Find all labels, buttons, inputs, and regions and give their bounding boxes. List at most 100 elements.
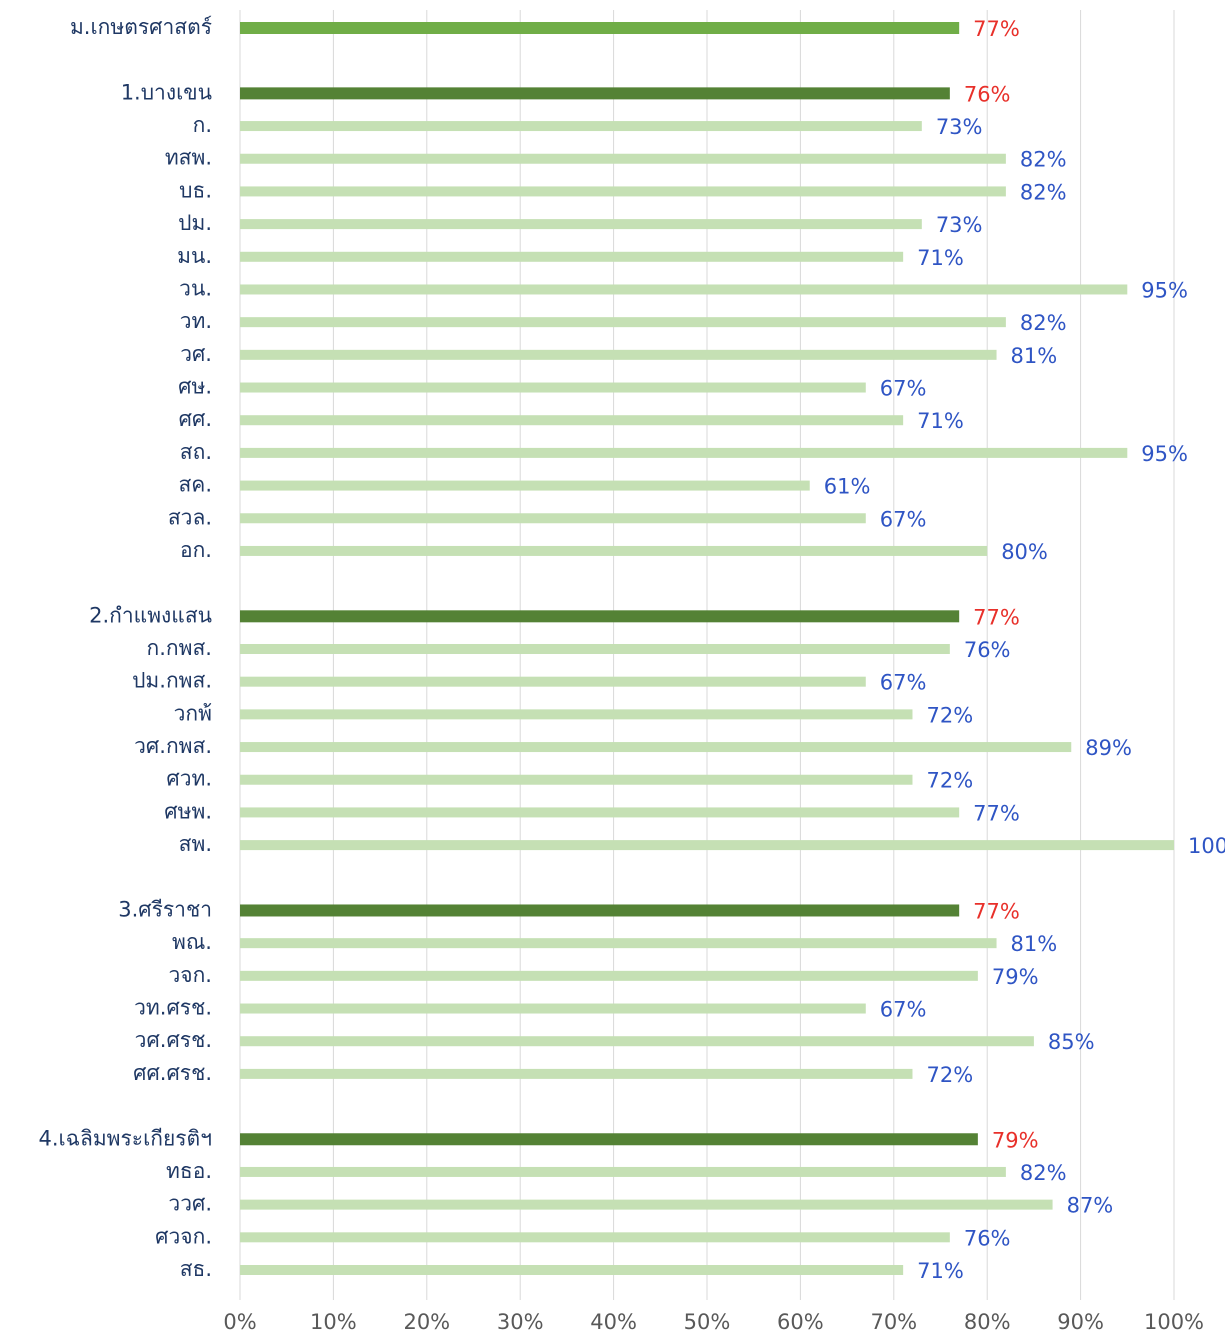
- value-label: 67%: [880, 671, 927, 695]
- bar: [240, 970, 978, 981]
- category-label: สธ.: [180, 1257, 212, 1281]
- category-label: สวล.: [168, 505, 212, 529]
- category-label: วศ.ศรช.: [135, 1028, 212, 1052]
- bar: [240, 415, 904, 426]
- value-label: 79%: [992, 1128, 1039, 1152]
- category-label: วจก.: [169, 963, 213, 987]
- category-label: มน.: [177, 244, 212, 268]
- value-label: 82%: [1020, 1161, 1067, 1185]
- x-tick-label: 70%: [870, 1310, 917, 1334]
- bar: [240, 1003, 866, 1014]
- value-label: 77%: [973, 899, 1020, 923]
- x-tick-label: 60%: [777, 1310, 824, 1334]
- bar: [240, 480, 810, 491]
- category-label: สถ.: [180, 440, 212, 464]
- bar: [240, 382, 866, 393]
- category-label: ศวท.: [166, 767, 212, 791]
- bar: [240, 1199, 1053, 1210]
- value-label: 77%: [973, 17, 1020, 41]
- x-tick-label: 90%: [1057, 1310, 1104, 1334]
- bar: [240, 904, 960, 917]
- value-label: 72%: [926, 703, 973, 727]
- value-label: 61%: [824, 475, 871, 499]
- value-label: 67%: [880, 998, 927, 1022]
- value-label: 81%: [1011, 932, 1058, 956]
- value-label: 73%: [936, 213, 983, 237]
- category-label: วน.: [179, 276, 212, 300]
- category-label: ววศ.: [168, 1192, 212, 1216]
- category-label: ทธอ.: [166, 1159, 212, 1183]
- value-label: 76%: [964, 82, 1011, 106]
- value-label: 73%: [936, 115, 983, 139]
- x-tick-label: 40%: [590, 1310, 637, 1334]
- bar: [240, 219, 922, 230]
- value-label: 82%: [1020, 148, 1067, 172]
- x-tick-label: 100%: [1144, 1310, 1204, 1334]
- category-label: ก.: [193, 113, 212, 137]
- value-label: 76%: [964, 1226, 1011, 1250]
- value-label: 76%: [964, 638, 1011, 662]
- category-label: 3.ศรีราชา: [118, 897, 212, 921]
- x-tick-label: 80%: [964, 1310, 1011, 1334]
- value-label: 80%: [1001, 540, 1048, 564]
- bar: [240, 317, 1006, 328]
- bar: [240, 1036, 1034, 1047]
- bar: [240, 186, 1006, 197]
- bar: [240, 349, 997, 360]
- bar: [240, 513, 866, 524]
- bar: [240, 644, 950, 654]
- bar: [240, 251, 904, 262]
- value-label: 95%: [1141, 442, 1188, 466]
- value-label: 77%: [973, 605, 1020, 629]
- bar: [240, 87, 950, 100]
- bar: [240, 742, 1072, 753]
- bar: [240, 1265, 904, 1275]
- category-label: วศ.: [180, 342, 212, 366]
- value-label: 81%: [1011, 344, 1058, 368]
- category-label: สพ.: [179, 832, 212, 856]
- category-label: ปม.กพส.: [132, 669, 212, 693]
- value-label: 77%: [973, 801, 1020, 825]
- category-label: วท.: [180, 309, 212, 333]
- bar: [240, 447, 1128, 458]
- value-label: 71%: [917, 1259, 964, 1283]
- category-label: 1.บางเขน: [121, 80, 212, 104]
- bar: [240, 1166, 1006, 1177]
- value-label: 79%: [992, 965, 1039, 989]
- value-label: 72%: [926, 1063, 973, 1087]
- bar: [240, 22, 960, 34]
- category-label: อก.: [180, 538, 212, 562]
- x-tick-label: 30%: [497, 1310, 544, 1334]
- bar: [240, 807, 960, 818]
- bar: [240, 938, 997, 949]
- value-label: 71%: [917, 409, 964, 433]
- category-label: ศวจก.: [155, 1224, 212, 1248]
- value-label: 87%: [1067, 1194, 1114, 1218]
- value-label: 67%: [880, 377, 927, 401]
- bar: [240, 1133, 978, 1146]
- category-label: สค.: [178, 473, 212, 497]
- bar: [240, 676, 866, 687]
- category-label: วกพ้: [174, 701, 212, 725]
- x-tick-label: 0%: [223, 1310, 256, 1334]
- bar: [240, 284, 1128, 295]
- category-label: ศษพ.: [164, 799, 212, 823]
- value-label: 85%: [1048, 1030, 1095, 1054]
- category-label: ศศ.ศรช.: [133, 1061, 212, 1085]
- value-label: 67%: [880, 507, 927, 531]
- bar: [240, 774, 913, 785]
- bar: [240, 545, 988, 556]
- bar: [240, 121, 922, 132]
- value-label: 72%: [926, 769, 973, 793]
- category-label: ม.เกษตรศาสตร์: [70, 15, 212, 39]
- value-label: 100%: [1188, 834, 1225, 858]
- category-label: วศ.กพส.: [134, 734, 212, 758]
- category-label: พณ.: [172, 930, 212, 954]
- category-label: ศศ.: [179, 407, 212, 431]
- bar: [240, 1232, 950, 1243]
- value-label: 95%: [1141, 278, 1188, 302]
- bar: [240, 153, 1006, 164]
- bar: [240, 1068, 913, 1079]
- value-label: 89%: [1085, 736, 1132, 760]
- bar: [240, 840, 1174, 851]
